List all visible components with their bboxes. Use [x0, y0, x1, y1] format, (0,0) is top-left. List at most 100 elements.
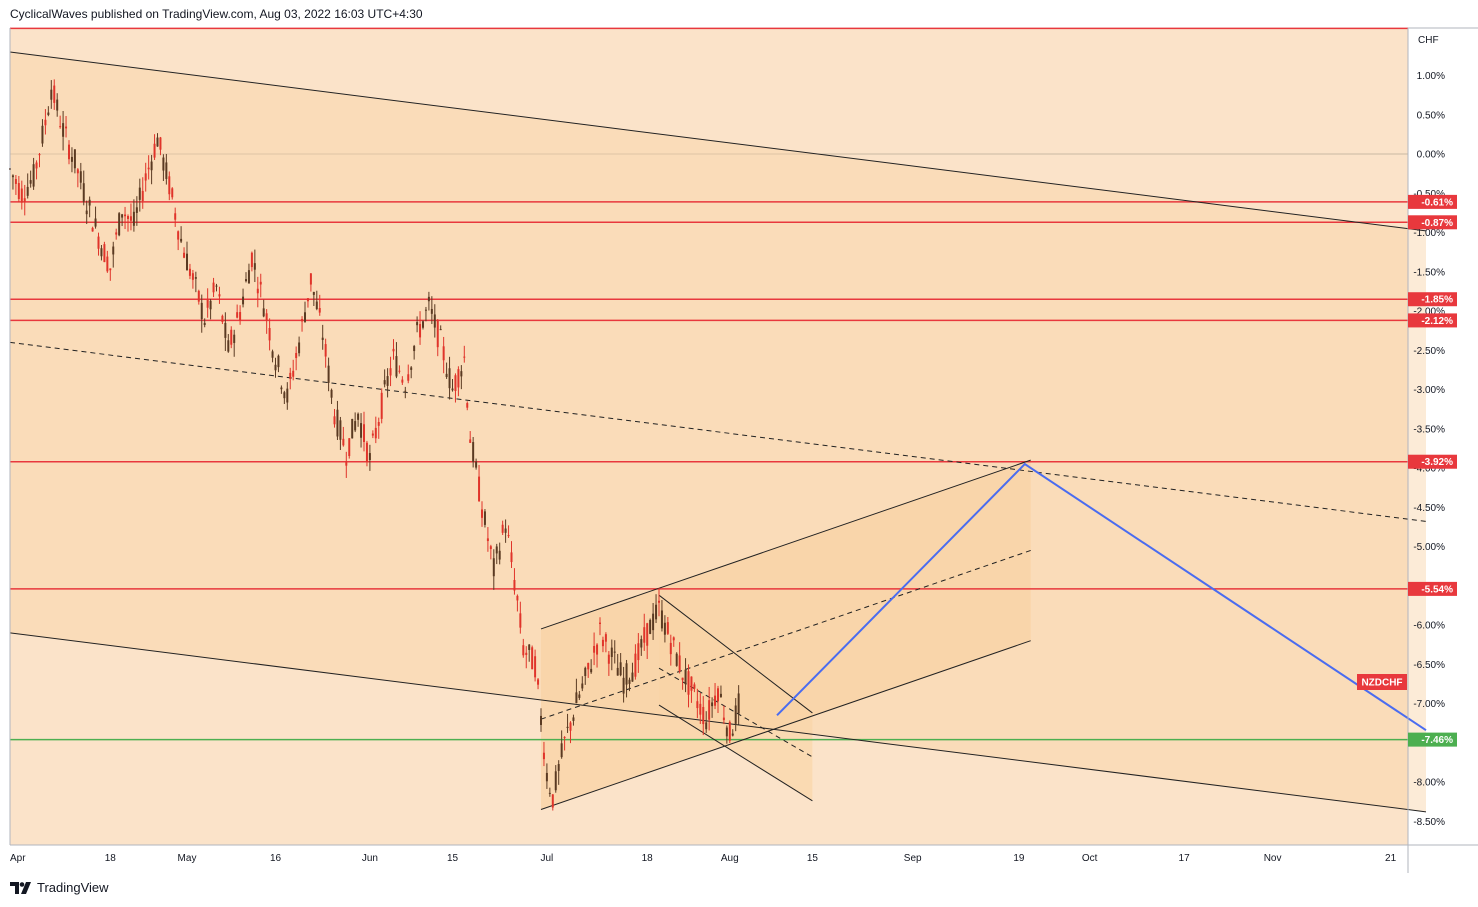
- candle-body: [253, 263, 256, 270]
- candle-body: [649, 619, 652, 634]
- candle-body: [14, 179, 17, 184]
- candle-body: [560, 743, 563, 758]
- candle-body: [628, 679, 631, 684]
- candle-body: [339, 420, 342, 440]
- candle-body: [171, 188, 174, 198]
- candle-body: [360, 423, 363, 438]
- candle-body: [309, 273, 312, 285]
- y-tick-label: -3.00%: [1413, 385, 1445, 396]
- x-tick-label: 18: [105, 853, 117, 864]
- candle-body: [103, 244, 106, 263]
- candle-body: [554, 771, 557, 791]
- candle-body: [365, 442, 368, 462]
- candle-body: [566, 726, 569, 728]
- candle-body: [88, 199, 91, 206]
- rising-channel-lower: [540, 640, 1031, 810]
- candle-body: [141, 190, 144, 201]
- candle-body: [268, 327, 271, 341]
- x-tick-label: 19: [1013, 853, 1025, 864]
- candle-body: [188, 268, 191, 276]
- candle-body: [227, 340, 230, 352]
- projection-line: [776, 462, 1427, 732]
- candle-body: [174, 213, 177, 220]
- candle-body: [534, 656, 537, 678]
- level-badge-4: [1408, 454, 1457, 469]
- candle-body: [150, 161, 153, 171]
- candle-body: [422, 321, 424, 328]
- candle-body: [478, 476, 481, 502]
- candle-body: [301, 319, 304, 322]
- candle-body: [483, 511, 486, 525]
- candle-body: [354, 421, 357, 431]
- candle-body: [575, 692, 578, 704]
- candle-body: [127, 216, 129, 219]
- rising-channel-fill: [541, 460, 1031, 810]
- falling-channel-upper: [658, 594, 813, 714]
- candle-body: [693, 684, 696, 689]
- candle-body: [469, 439, 472, 443]
- y-tick-label: -1.00%: [1413, 228, 1445, 239]
- candle-body: [537, 679, 540, 685]
- level-badge-label: -2.12%: [1421, 316, 1453, 327]
- candle-body: [82, 183, 85, 202]
- candle-body: [646, 623, 649, 646]
- x-tick-label: 17: [1179, 853, 1191, 864]
- candle-body: [330, 389, 333, 398]
- candle-body: [436, 320, 439, 348]
- candle-body: [678, 655, 681, 672]
- tradingview-footer[interactable]: TradingView: [10, 880, 109, 895]
- candle-body: [722, 717, 725, 721]
- candle-body: [194, 277, 197, 279]
- candle-body: [85, 210, 88, 215]
- candle-body: [233, 334, 236, 343]
- candle-body: [687, 671, 690, 695]
- candle-body: [79, 171, 82, 183]
- candle-body: [324, 344, 327, 357]
- candle-body: [295, 352, 298, 359]
- candle-body: [68, 144, 70, 160]
- candle-body: [519, 613, 522, 628]
- candle-body: [386, 376, 389, 386]
- candle-body: [135, 207, 138, 213]
- candle-body: [702, 706, 705, 725]
- candle-body: [224, 322, 227, 338]
- candle-body: [212, 282, 215, 293]
- candle-body: [719, 693, 722, 697]
- candle-body: [245, 279, 247, 282]
- candle-body: [454, 375, 457, 391]
- x-tick-label: Oct: [1082, 853, 1098, 864]
- candle-body: [419, 324, 422, 338]
- candle-body: [463, 356, 466, 358]
- candle-body: [708, 700, 711, 720]
- candle-body: [472, 442, 475, 462]
- candle-body: [256, 288, 259, 294]
- y-tick-label: -6.50%: [1413, 660, 1445, 671]
- candle-body: [475, 461, 478, 468]
- candle-body: [392, 348, 395, 352]
- candle-body: [717, 688, 719, 702]
- candle-body: [486, 538, 489, 542]
- candle-body: [153, 143, 156, 158]
- candle-body: [545, 772, 548, 782]
- candle-body: [711, 702, 714, 707]
- candle-body: [492, 558, 495, 577]
- candle-body: [306, 298, 309, 302]
- candle-body: [531, 647, 534, 670]
- candle-body: [177, 231, 180, 240]
- candle-body: [557, 764, 560, 771]
- candle-body: [481, 509, 483, 518]
- candle-body: [76, 169, 79, 174]
- candle-body: [442, 346, 445, 361]
- level-badge-label: -5.54%: [1421, 584, 1453, 595]
- level-badge-label: -0.61%: [1421, 197, 1453, 208]
- candle-body: [138, 187, 141, 200]
- candle-body: [457, 369, 460, 388]
- candle-body: [289, 372, 292, 379]
- candle-body: [298, 342, 301, 354]
- y-tick-label: -4.00%: [1413, 464, 1445, 475]
- candle-body: [604, 634, 607, 642]
- candle-body: [26, 186, 29, 196]
- candle-body: [616, 667, 619, 676]
- candle-body: [209, 300, 212, 310]
